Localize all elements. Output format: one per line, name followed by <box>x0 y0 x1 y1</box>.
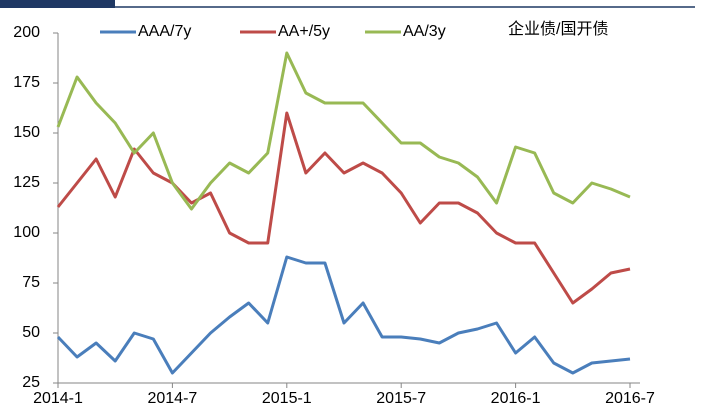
x-tick-label: 2014-7 <box>147 390 197 407</box>
x-tick-label: 2014-1 <box>33 390 83 407</box>
y-tick-label: 200 <box>13 24 40 41</box>
y-tick-label: 175 <box>13 74 40 91</box>
x-tick-label: 2015-7 <box>376 390 426 407</box>
y-tick-label: 50 <box>22 324 40 341</box>
y-tick-label: 150 <box>13 124 40 141</box>
x-tick-label: 2015-1 <box>262 390 312 407</box>
series-line <box>56 51 631 211</box>
series-line <box>56 111 631 305</box>
header-bar <box>0 0 115 8</box>
legend-label: AA+/5y <box>278 23 330 40</box>
legend-label: AAA/7y <box>138 23 191 40</box>
y-tick-label: 100 <box>13 224 40 241</box>
y-tick-label: 25 <box>22 374 40 391</box>
legend-label: AA/3y <box>403 23 446 40</box>
x-tick-label: 2016-1 <box>491 390 541 407</box>
x-tick-label: 2016-7 <box>605 390 655 407</box>
annotation: 企业债/国开债 <box>508 20 608 38</box>
y-tick-label: 125 <box>13 174 40 191</box>
series-line <box>56 255 631 375</box>
y-tick-label: 75 <box>22 274 40 291</box>
